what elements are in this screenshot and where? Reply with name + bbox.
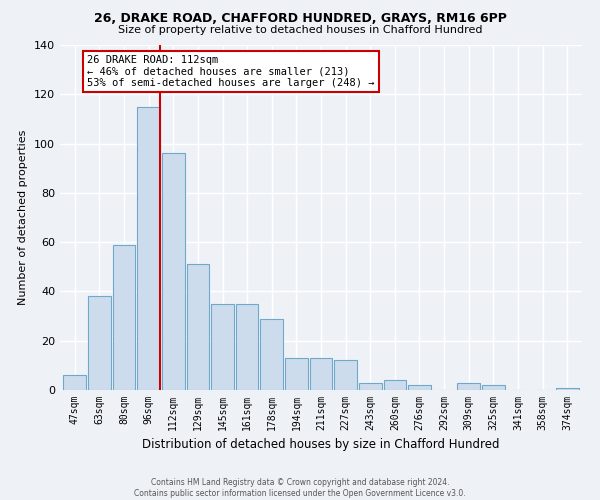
- Text: 26 DRAKE ROAD: 112sqm
← 46% of detached houses are smaller (213)
53% of semi-det: 26 DRAKE ROAD: 112sqm ← 46% of detached …: [87, 55, 374, 88]
- Bar: [236, 304, 259, 390]
- Bar: [408, 385, 431, 390]
- Bar: [556, 388, 578, 390]
- Text: Size of property relative to detached houses in Chafford Hundred: Size of property relative to detached ho…: [118, 25, 482, 35]
- Bar: [113, 244, 136, 390]
- Bar: [211, 304, 234, 390]
- Bar: [334, 360, 357, 390]
- Text: 26, DRAKE ROAD, CHAFFORD HUNDRED, GRAYS, RM16 6PP: 26, DRAKE ROAD, CHAFFORD HUNDRED, GRAYS,…: [94, 12, 506, 26]
- Bar: [260, 318, 283, 390]
- Text: Contains HM Land Registry data © Crown copyright and database right 2024.
Contai: Contains HM Land Registry data © Crown c…: [134, 478, 466, 498]
- Bar: [137, 106, 160, 390]
- Bar: [482, 385, 505, 390]
- Bar: [383, 380, 406, 390]
- Y-axis label: Number of detached properties: Number of detached properties: [19, 130, 28, 305]
- X-axis label: Distribution of detached houses by size in Chafford Hundred: Distribution of detached houses by size …: [142, 438, 500, 452]
- Bar: [359, 382, 382, 390]
- Bar: [64, 375, 86, 390]
- Bar: [285, 358, 308, 390]
- Bar: [187, 264, 209, 390]
- Bar: [310, 358, 332, 390]
- Bar: [457, 382, 480, 390]
- Bar: [88, 296, 111, 390]
- Bar: [162, 154, 185, 390]
